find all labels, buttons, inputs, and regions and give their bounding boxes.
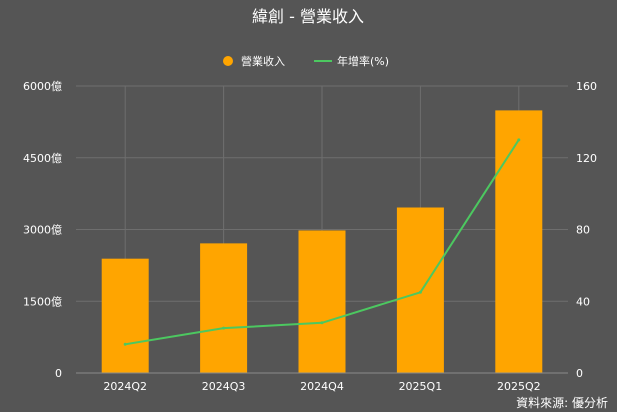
growth-point-2025q1 <box>418 290 422 294</box>
bar-2025q1 <box>396 207 444 373</box>
y-right-tick-label: 40 <box>576 295 590 308</box>
legend-bar-label: 營業收入 <box>241 54 285 68</box>
y-left-tick-label: 3000億 <box>23 224 62 237</box>
y-left-tick-label: 0 <box>55 367 62 380</box>
x-tick-label: 2024Q2 <box>103 380 147 393</box>
source-note: 資料來源: 優分析 <box>516 396 608 410</box>
x-tick-label: 2024Q4 <box>300 380 344 393</box>
growth-line-layer <box>123 138 521 346</box>
x-tick-label: 2025Q1 <box>399 380 443 393</box>
bars <box>101 110 543 374</box>
y-right-tick-label: 120 <box>576 152 597 165</box>
chart-title: 緯創 - 營業收入 <box>252 7 364 26</box>
bar-2024q4 <box>298 230 346 373</box>
growth-point-2025q2 <box>517 138 521 142</box>
y-left-tick-label: 1500億 <box>23 295 62 308</box>
y-right-tick-label: 0 <box>576 367 583 380</box>
growth-point-2024q4 <box>320 321 324 325</box>
legend-bar-marker <box>223 56 233 66</box>
growth-point-2024q3 <box>222 326 226 330</box>
x-tick-label: 2025Q2 <box>497 380 541 393</box>
axes: 0 1500億 3000億 4500億 6000億 0 40 80 120 160 2024Q2 20… <box>23 80 597 393</box>
bar-2024q2 <box>101 258 149 373</box>
bar-2024q3 <box>200 243 248 373</box>
legend-line-label: 年增率(%) <box>337 54 389 68</box>
growth-point-2024q2 <box>123 342 127 346</box>
y-left-tick-label: 6000億 <box>23 80 62 93</box>
y-right-tick-label: 160 <box>576 80 597 93</box>
legend: 營業收入 年增率(%) <box>223 54 389 68</box>
x-tick-label: 2024Q3 <box>202 380 246 393</box>
y-left-tick-label: 4500億 <box>23 152 62 165</box>
y-right-tick-label: 80 <box>576 224 590 237</box>
bar-2025q2 <box>495 110 543 374</box>
